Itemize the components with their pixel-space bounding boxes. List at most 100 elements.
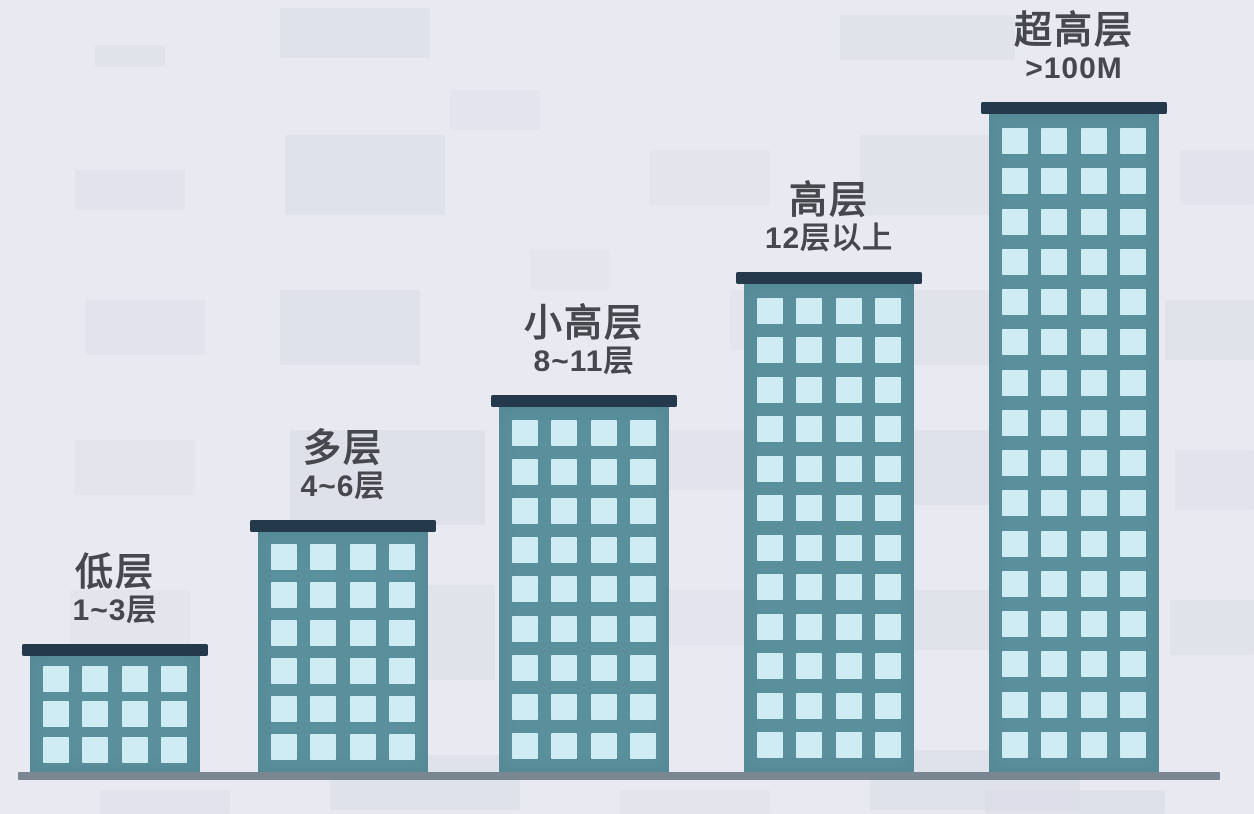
building-window <box>1080 208 1107 235</box>
building-window <box>1119 611 1146 638</box>
building-window <box>271 696 298 722</box>
ghost-building-shape <box>620 790 770 814</box>
building-window <box>1002 651 1029 678</box>
ghost-building-shape <box>985 790 1165 814</box>
building-super-high-rise: 超高层 >100M <box>981 10 1167 772</box>
building-multi-story: 多层 4~6层 <box>250 428 436 772</box>
building-window <box>388 734 415 760</box>
building-window <box>388 620 415 646</box>
building-window <box>310 544 337 570</box>
building-window <box>796 455 823 482</box>
building-window <box>1080 691 1107 718</box>
building-window <box>1080 128 1107 155</box>
building-roof <box>22 644 208 656</box>
building-window <box>590 693 617 720</box>
building-low-rise: 低层 1~3层 <box>22 552 208 772</box>
building-window <box>310 734 337 760</box>
building-body <box>30 656 200 772</box>
building-window <box>1119 248 1146 275</box>
ghost-building-shape <box>1175 450 1254 510</box>
building-window <box>1119 208 1146 235</box>
building-window <box>757 337 784 364</box>
building-window <box>1080 570 1107 597</box>
building-roof <box>736 272 922 284</box>
building-window <box>757 376 784 403</box>
ghost-building-shape <box>100 790 230 814</box>
building-window <box>1041 490 1068 517</box>
building-window <box>874 692 901 719</box>
building-window <box>43 665 70 692</box>
building-window <box>835 337 862 364</box>
building-window <box>1119 128 1146 155</box>
building-window <box>1119 731 1146 758</box>
building-window <box>82 665 109 692</box>
building-window <box>590 732 617 759</box>
building-roof <box>491 395 677 407</box>
building-window <box>757 653 784 680</box>
ghost-building-shape <box>75 170 185 210</box>
building-window <box>512 576 539 603</box>
building-window <box>1041 248 1068 275</box>
building-window <box>835 653 862 680</box>
building-window <box>874 416 901 443</box>
building-window <box>1041 530 1068 557</box>
building-window <box>121 701 148 727</box>
building-window <box>82 736 109 763</box>
building-window <box>1080 490 1107 517</box>
building-window <box>1119 409 1146 436</box>
building-window <box>796 337 823 364</box>
building-window <box>874 376 901 403</box>
building-window <box>1119 168 1146 195</box>
building-window <box>796 376 823 403</box>
building-window <box>629 420 656 447</box>
building-window <box>160 701 187 727</box>
building-window <box>1041 651 1068 678</box>
building-window <box>310 620 337 646</box>
building-window <box>1119 570 1146 597</box>
building-window <box>796 495 823 522</box>
building-window <box>1041 369 1068 396</box>
building-window <box>757 416 784 443</box>
building-window <box>1002 731 1029 758</box>
building-window <box>835 692 862 719</box>
building-window <box>512 459 539 486</box>
building-window <box>757 495 784 522</box>
building-window <box>835 416 862 443</box>
building-window <box>1119 369 1146 396</box>
building-window <box>551 420 578 447</box>
building-category-label: 多层 <box>302 427 383 470</box>
building-window <box>1119 289 1146 316</box>
ghost-building-shape <box>1170 600 1254 655</box>
building-window <box>388 696 415 722</box>
building-window <box>1041 128 1068 155</box>
building-window <box>1119 691 1146 718</box>
building-window <box>1119 530 1146 557</box>
building-window <box>1080 409 1107 436</box>
building-window <box>629 537 656 564</box>
building-window <box>835 534 862 561</box>
building-window <box>512 654 539 681</box>
building-window <box>1041 168 1068 195</box>
building-window <box>796 613 823 640</box>
building-window <box>1041 570 1068 597</box>
building-window <box>1080 530 1107 557</box>
building-window <box>121 665 148 692</box>
building-window <box>1119 450 1146 477</box>
building-window <box>835 455 862 482</box>
building-window <box>551 576 578 603</box>
building-window <box>1041 208 1068 235</box>
building-window <box>1080 450 1107 477</box>
building-window <box>796 297 823 324</box>
building-window <box>310 582 337 608</box>
building-window <box>874 574 901 601</box>
building-range-label: >100M <box>1025 52 1123 86</box>
building-window <box>835 297 862 324</box>
building-window <box>310 696 337 722</box>
building-window <box>271 620 298 646</box>
building-window <box>551 537 578 564</box>
building-window <box>629 498 656 525</box>
building-window <box>1080 731 1107 758</box>
ghost-building-shape <box>450 90 540 130</box>
building-window <box>551 732 578 759</box>
